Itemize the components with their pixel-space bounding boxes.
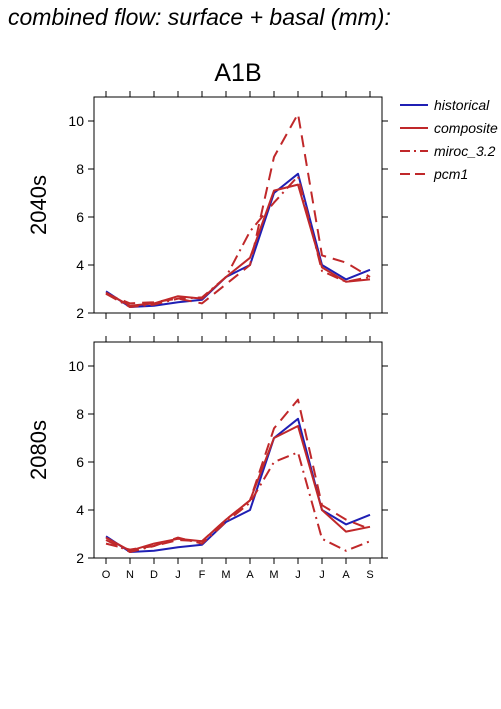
series-line-historical [105,172,371,308]
panel-2080s: 2 4 6 8 10 O N D J F M A M J J A S 2080s [26,336,388,581]
y-tick-label: 10 [68,358,84,374]
series-line-miroc-3-2 [105,175,371,308]
y-tick-label: 6 [76,454,84,470]
plot-frame [93,341,383,559]
y-axis-label: 2080s [26,420,51,480]
x-tick-label: M [269,569,278,581]
x-tick-label: A [246,569,254,581]
x-tick-label: J [295,569,301,581]
legend-label: pcm1 [433,166,468,182]
x-tick-label: J [175,569,181,581]
y-tick-label: 10 [68,113,84,129]
x-tick-label: A [342,569,350,581]
series-line-composite [105,183,371,307]
panel-title: A1B [214,59,261,87]
x-tick-label: F [199,569,206,581]
series-line-miroc-3-2 [105,451,371,553]
y-tick-label: 2 [76,550,84,566]
series-line-pcm1 [105,112,371,305]
y-tick-label: 8 [76,161,84,177]
x-tick-label: M [221,569,230,581]
y-tick-label: 4 [76,502,84,518]
legend: historical composite miroc_3.2 pcm1 [400,97,498,182]
legend-label: miroc_3.2 [434,143,496,159]
page-title: combined flow: surface + basal (mm): [8,4,391,30]
plot-frame [93,96,383,314]
y-tick-label: 4 [76,257,84,273]
legend-label: composite [434,120,498,136]
x-tick-label: O [102,569,111,581]
series-line-pcm1 [105,398,371,551]
series-line-composite [105,425,371,552]
x-tick-label: D [150,569,158,581]
series-line-historical [105,417,371,553]
y-tick-label: 6 [76,209,84,225]
x-tick-label: S [366,569,373,581]
y-tick-label: 8 [76,406,84,422]
y-tick-label: 2 [76,305,84,321]
y-axis-label: 2040s [26,175,51,235]
legend-label: historical [434,97,490,113]
panel-2040s: 2 4 6 8 10 A1B 2040s [26,59,388,321]
x-tick-label: J [319,569,325,581]
x-tick-label: N [126,569,134,581]
